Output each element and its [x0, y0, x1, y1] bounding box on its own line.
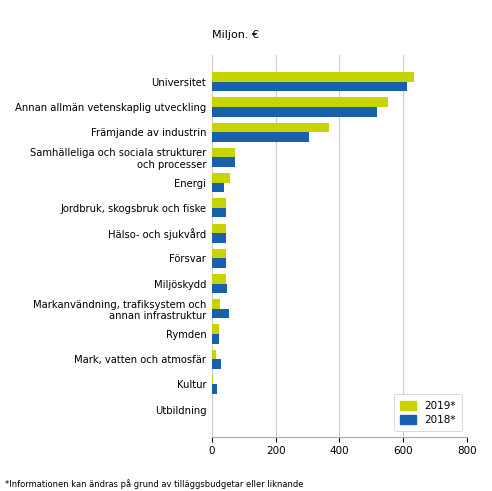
Bar — [212, 198, 226, 208]
Bar — [212, 384, 217, 394]
Bar — [212, 375, 213, 384]
Bar — [212, 208, 226, 218]
Bar — [212, 258, 226, 268]
Bar — [212, 299, 220, 309]
Bar — [212, 409, 213, 419]
Legend: 2019*, 2018*: 2019*, 2018* — [394, 394, 462, 432]
Bar — [212, 249, 225, 258]
Bar — [212, 148, 235, 158]
Bar — [212, 158, 235, 167]
Bar — [212, 350, 216, 359]
Bar — [212, 183, 224, 192]
Bar — [212, 334, 219, 344]
Bar — [212, 233, 226, 243]
Bar — [212, 123, 329, 132]
Bar — [212, 309, 229, 318]
Bar — [212, 82, 407, 91]
Bar — [212, 72, 414, 82]
Text: Miljon. €: Miljon. € — [212, 29, 259, 40]
Bar — [212, 284, 227, 293]
Bar — [212, 107, 377, 116]
Bar — [212, 274, 226, 284]
Bar — [212, 223, 226, 233]
Bar — [212, 97, 388, 107]
Text: *Informationen kan ändras på grund av tilläggsbudgetar eller liknande: *Informationen kan ändras på grund av ti… — [5, 479, 304, 489]
Bar — [212, 132, 309, 142]
Bar — [212, 325, 219, 334]
Bar — [212, 359, 221, 369]
Bar — [212, 173, 230, 183]
